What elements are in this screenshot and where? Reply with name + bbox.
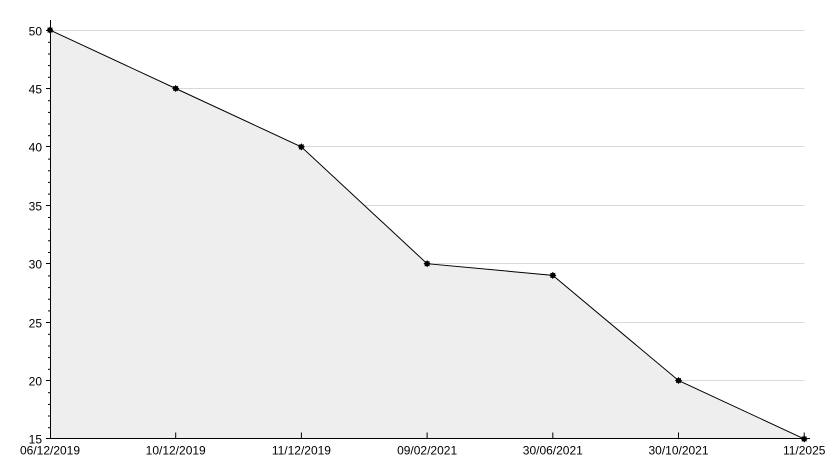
svg-text:30/06/2021: 30/06/2021	[523, 444, 583, 458]
svg-text:11/2025: 11/2025	[783, 444, 826, 458]
svg-text:40: 40	[29, 140, 43, 154]
svg-text:45: 45	[29, 82, 43, 96]
svg-text:11/12/2019: 11/12/2019	[272, 444, 331, 458]
svg-text:30: 30	[29, 257, 43, 271]
svg-text:30/10/2021: 30/10/2021	[648, 444, 708, 458]
svg-text:20: 20	[29, 374, 43, 388]
svg-text:25: 25	[29, 316, 43, 330]
svg-text:09/02/2021: 09/02/2021	[397, 444, 457, 458]
svg-text:35: 35	[29, 199, 43, 213]
svg-text:10/12/2019: 10/12/2019	[146, 444, 206, 458]
svg-text:06/12/2019: 06/12/2019	[20, 444, 80, 458]
svg-text:50: 50	[29, 24, 43, 38]
